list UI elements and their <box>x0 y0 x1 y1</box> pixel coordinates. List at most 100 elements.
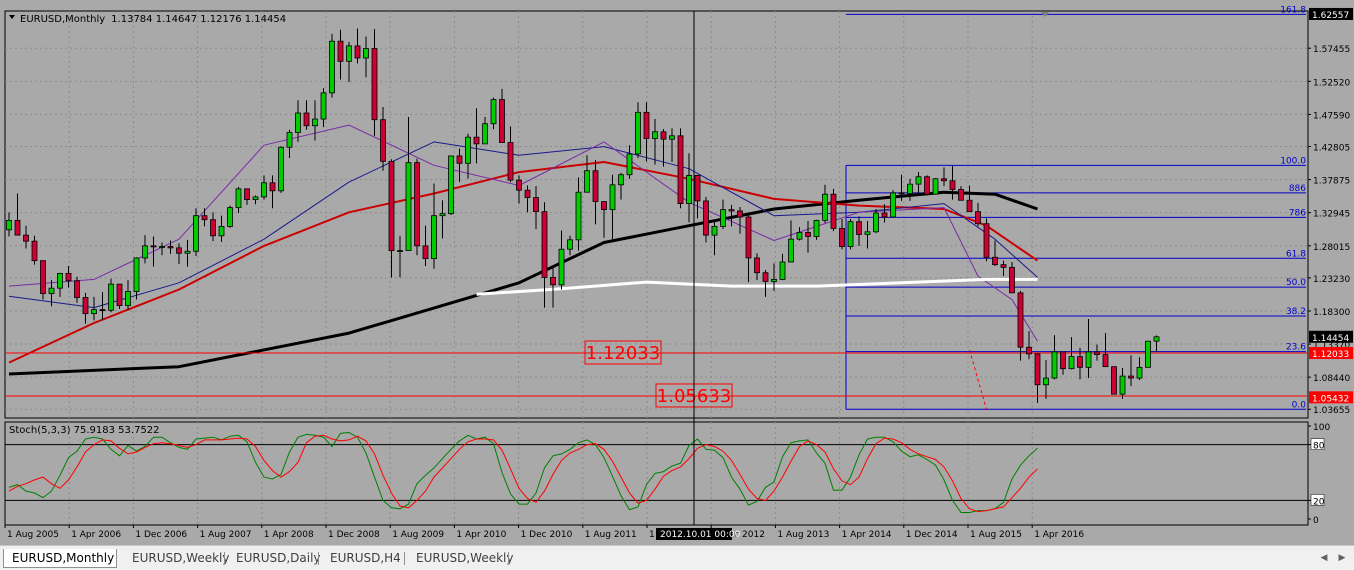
crosshair-time-label: 2012.10.01 00:00 <box>660 530 741 540</box>
bear-candle <box>830 193 837 229</box>
bear-candle <box>643 111 650 139</box>
bear-candle <box>1009 266 1015 294</box>
bull-candle <box>329 40 335 94</box>
price-marker-label: 1.05432 <box>1312 394 1349 404</box>
bull-candle <box>635 111 641 155</box>
chart-area[interactable]: 100 80 20 0 1.57455 1.52520 1.47590 1.42805 1.37… <box>0 0 1354 545</box>
bull-candle <box>261 182 267 198</box>
fib-level-label: 50.0 <box>1286 278 1306 288</box>
bull-candle <box>686 175 692 204</box>
bull-candle <box>575 191 582 241</box>
chart-tab[interactable]: EURUSD,Weekly <box>416 551 514 565</box>
price-chart[interactable]: 100 80 20 0 1.57455 1.52520 1.47590 1.42805 1.37… <box>0 0 1354 545</box>
bull-candle <box>822 193 828 221</box>
bull-candle <box>1051 351 1058 379</box>
bear-candle <box>74 280 80 298</box>
bear-candle <box>1017 292 1024 348</box>
price-axis-label: 1.47590 <box>1313 111 1350 121</box>
bear-candle <box>1060 351 1066 370</box>
bear-candle <box>677 135 684 204</box>
bull-candle <box>405 162 412 251</box>
bull-candle <box>669 135 675 140</box>
bear-candle <box>65 272 72 282</box>
triangle-left-icon[interactable]: ◀ <box>1320 553 1328 563</box>
bull-candle <box>48 287 55 294</box>
bear-candle <box>1077 356 1083 368</box>
bear-candle <box>337 40 344 62</box>
symbol-title: EURUSD,Monthly <box>20 14 105 25</box>
triangle-down-icon <box>9 15 15 19</box>
bear-candle <box>975 211 981 225</box>
bull-candle <box>91 309 97 315</box>
shift-marker-icon <box>1041 12 1049 17</box>
chart-title: EURUSD,Monthly 1.13784 1.14647 1.12176 1.… <box>20 14 286 25</box>
time-axis-label: 1 Dec 2014 <box>906 530 958 540</box>
bull-candle <box>295 112 301 133</box>
chart-tab[interactable]: EURUSD,Daily <box>236 551 321 565</box>
bear-candle <box>660 131 667 140</box>
stoch-panel-frame <box>4 421 1309 526</box>
bull-candle <box>286 132 293 148</box>
bull-candle <box>312 118 318 127</box>
bear-candle <box>499 99 505 143</box>
bear-candle <box>99 309 106 312</box>
time-axis-label: 1 Aug 2013 <box>777 530 829 540</box>
price-marker-badge <box>1309 7 1353 20</box>
triangle-right-icon[interactable]: ▶ <box>1338 553 1346 563</box>
chart-tab[interactable]: EURUSD,Monthly <box>3 549 117 568</box>
tab-separator <box>318 552 319 565</box>
bear-candle <box>1026 346 1032 355</box>
bear-candle <box>1128 375 1134 379</box>
bear-candle <box>507 142 514 181</box>
bull-candle <box>1068 356 1075 370</box>
bull-candle <box>184 250 191 254</box>
stoch-axis-label: 100 <box>1313 423 1330 433</box>
stoch-level-marker <box>1310 494 1325 506</box>
bull-candle <box>439 213 446 217</box>
price-marker-label: 1.14454 <box>1312 334 1349 344</box>
bear-candle <box>898 192 905 195</box>
fib-level-label: 61.8 <box>1286 249 1306 259</box>
bull-candle <box>235 188 242 209</box>
bear-candle <box>949 180 956 190</box>
fib-level-label: 23.6 <box>1286 343 1306 353</box>
bull-candle <box>847 221 854 247</box>
level-box <box>584 340 662 365</box>
bear-candle <box>40 260 46 294</box>
chart-tab[interactable]: EURUSD,H4 <box>330 551 401 565</box>
ohlc-readout: 1.13784 1.14647 1.12176 1.14454 <box>111 14 286 25</box>
bear-candle <box>167 246 174 249</box>
bull-candle <box>609 184 616 211</box>
stoch-axis-label: 0 <box>1313 516 1319 526</box>
bear-candle <box>269 182 276 192</box>
bull-candle <box>6 219 12 231</box>
bull-candle <box>465 136 471 164</box>
time-axis-label: 1 Dec 2006 <box>135 530 187 540</box>
bull-candle <box>193 215 199 252</box>
bear-candle <box>303 112 310 127</box>
bull-candle <box>652 131 658 139</box>
time-axis-label: 1 Aug 2009 <box>392 530 444 540</box>
price-marker-badge <box>1309 347 1353 360</box>
bear-candle <box>754 257 760 274</box>
chart-background <box>0 0 1354 545</box>
fib-trend-line <box>969 349 987 410</box>
bull-candle <box>813 219 820 237</box>
price-axis-label: 1.37875 <box>1313 177 1350 187</box>
chart-tab-bar: EURUSD,Monthly EURUSD,Weekly EURUSD,Daily E… <box>0 545 1354 570</box>
bear-candle <box>23 234 29 242</box>
bear-candle <box>31 240 38 262</box>
bull-candle <box>1153 336 1160 342</box>
stoch-main-line <box>8 431 1038 513</box>
bull-candle <box>1119 375 1126 395</box>
bull-candle <box>490 99 497 125</box>
bear-candle <box>941 178 947 182</box>
bull-candle <box>558 248 565 286</box>
chart-tab[interactable]: EURUSD,Weekly <box>132 551 230 565</box>
bull-candle <box>720 209 726 227</box>
tab-separator <box>508 552 509 565</box>
bear-candle <box>456 155 463 164</box>
bear-candle <box>762 272 769 282</box>
bear-candle <box>728 209 735 212</box>
stoch-axis-label: 80 <box>1313 442 1325 452</box>
